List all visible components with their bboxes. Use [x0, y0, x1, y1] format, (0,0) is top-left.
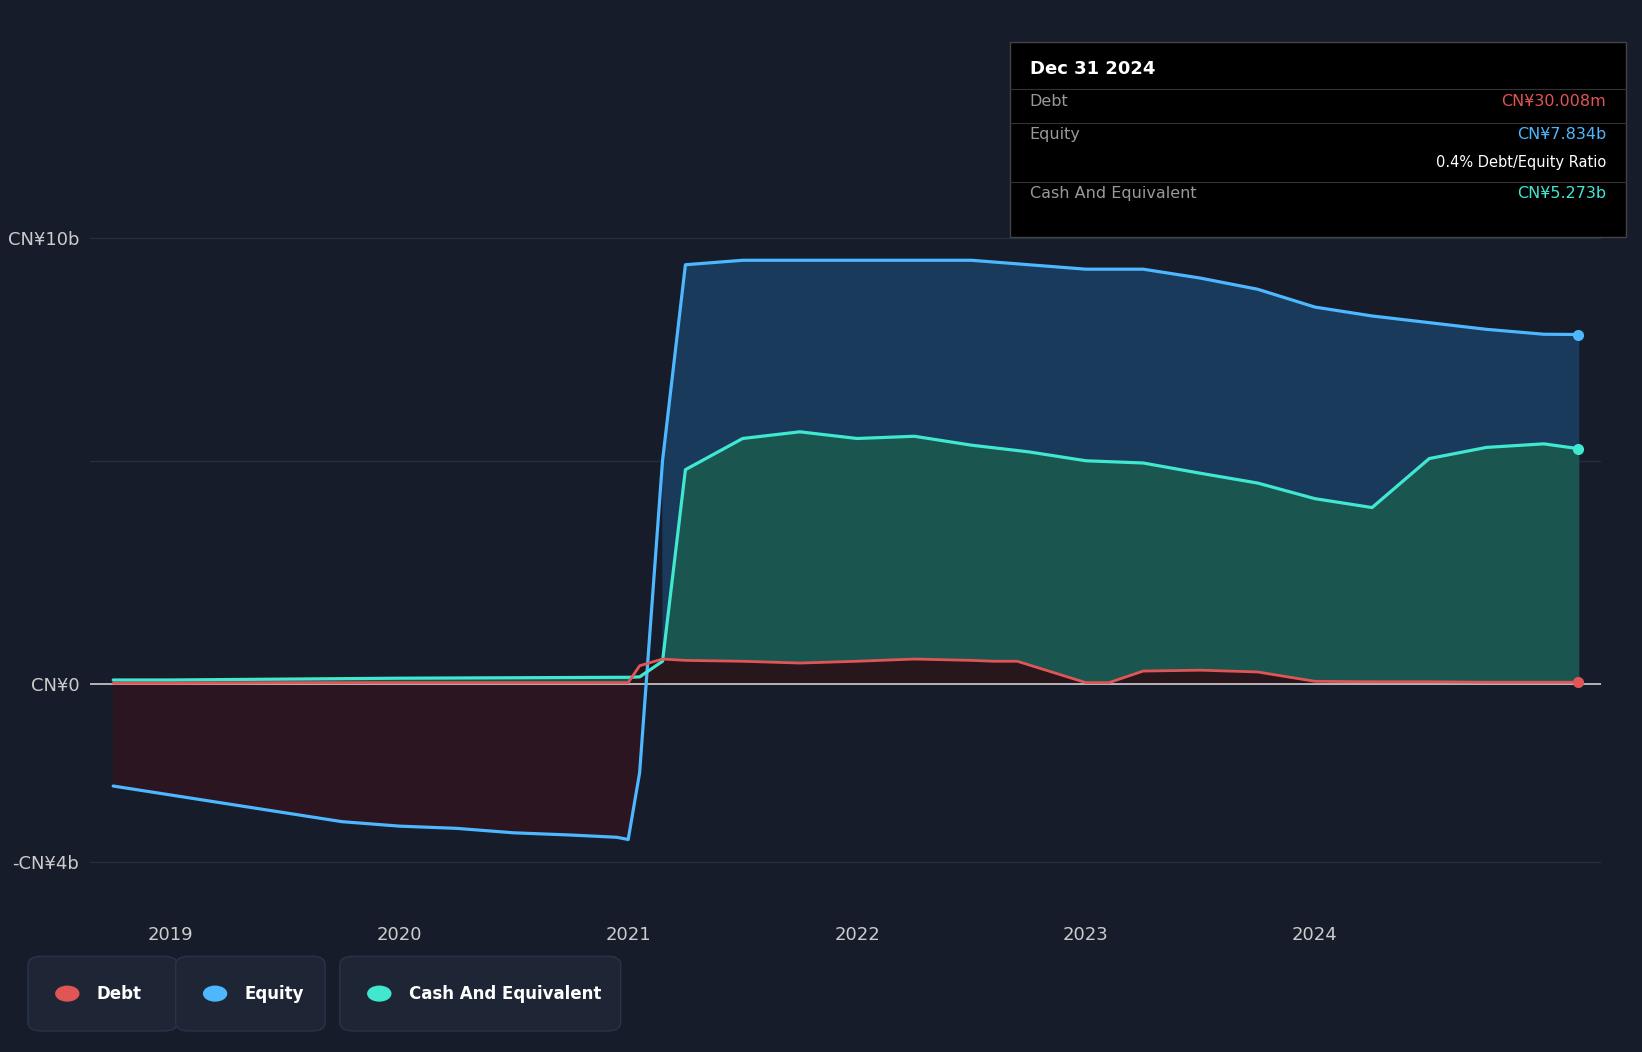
Text: Equity: Equity	[245, 985, 304, 1003]
Text: Dec 31 2024: Dec 31 2024	[1030, 60, 1154, 78]
Text: Equity: Equity	[1030, 127, 1080, 142]
Text: CN¥5.273b: CN¥5.273b	[1517, 186, 1606, 201]
Text: CN¥7.834b: CN¥7.834b	[1517, 127, 1606, 142]
Text: 0.4% Debt/Equity Ratio: 0.4% Debt/Equity Ratio	[1435, 155, 1606, 169]
Text: Debt: Debt	[97, 985, 141, 1003]
Text: Debt: Debt	[1030, 94, 1069, 108]
Text: Cash And Equivalent: Cash And Equivalent	[1030, 186, 1195, 201]
Text: Cash And Equivalent: Cash And Equivalent	[409, 985, 601, 1003]
Text: CN¥30.008m: CN¥30.008m	[1501, 94, 1606, 108]
